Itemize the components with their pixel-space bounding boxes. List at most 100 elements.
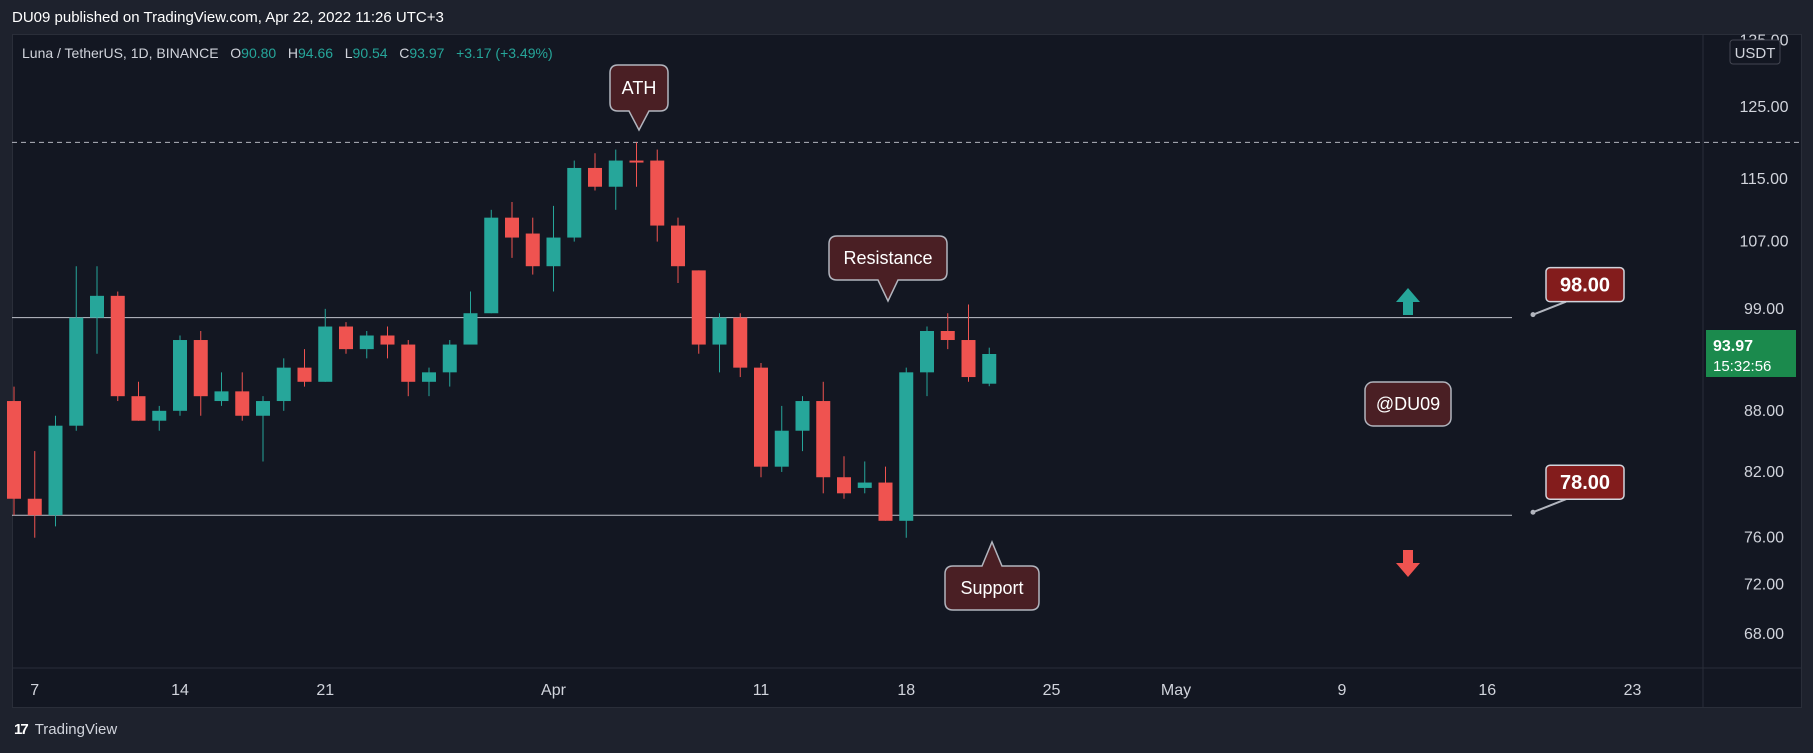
countdown-timer: 15:32:56: [1713, 358, 1771, 375]
time-tick-label: 18: [897, 682, 915, 699]
support-callout-text: Support: [960, 578, 1023, 598]
high-label: H: [287, 45, 299, 61]
resistance-price-label: 98.00: [1530, 266, 1625, 318]
price-tick-label: 88.00: [1744, 403, 1784, 420]
candle-body: [214, 391, 229, 402]
resistance-price-label-leader: [1532, 300, 1567, 316]
current-price-value: 93.97: [1713, 338, 1753, 355]
symbol-label: Luna / TetherUS, 1D, BINANCE: [22, 45, 219, 61]
candle-body: [608, 160, 623, 187]
price-tick-label: 107.00: [1740, 234, 1789, 251]
candle-body: [297, 367, 312, 382]
candle-body: [691, 270, 706, 345]
candle-body: [878, 482, 893, 521]
support-price-label: 78.00: [1530, 464, 1625, 515]
price-tick-label: 115.00: [1740, 171, 1788, 188]
time-tick-label: 25: [1043, 682, 1061, 699]
candle-body: [152, 410, 167, 421]
up-arrow-icon: [1396, 288, 1420, 315]
candle-body: [359, 335, 374, 350]
candle-body: [131, 396, 146, 421]
resistance-callout: Resistance: [828, 235, 948, 303]
symbol-legend: Luna / TetherUS, 1D, BINANCE O90.80 H94.…: [22, 45, 553, 61]
candle-body: [7, 401, 21, 499]
candle-body: [235, 391, 250, 416]
time-tick-label: 16: [1478, 682, 1496, 699]
candle-body: [193, 340, 208, 397]
candle-body: [650, 160, 665, 226]
ath-callout: ATH: [609, 64, 669, 132]
candle-body: [857, 482, 872, 488]
ath-callout-shape: [609, 64, 669, 132]
support-price-label-dot: [1530, 509, 1536, 515]
candle-body: [961, 340, 976, 378]
time-tick-label: 14: [171, 682, 189, 699]
price-tick-label: 99.00: [1744, 301, 1784, 318]
candle-body: [525, 233, 540, 267]
support-price-label-box: [1545, 464, 1625, 500]
candle-body: [816, 401, 831, 478]
candle-body: [733, 317, 748, 368]
time-tick-label: 9: [1338, 682, 1347, 699]
candle-body: [982, 353, 997, 384]
low-label: L: [344, 45, 353, 61]
price-tick-label: 72.00: [1744, 577, 1784, 594]
candle-body: [318, 326, 333, 382]
resistance-price-label-box: [1545, 266, 1625, 303]
candle-body: [90, 295, 104, 318]
candle-body: [422, 372, 436, 382]
close-value: 93.97: [409, 45, 445, 61]
tradingview-brand: TradingView: [34, 721, 118, 738]
candle-body: [27, 498, 42, 516]
up-arrow-shape: [1396, 288, 1420, 315]
candle-body: [173, 340, 187, 411]
candle-body: [795, 401, 810, 431]
candle-body: [899, 372, 914, 521]
candle-body: [588, 167, 602, 187]
down-arrow-shape: [1396, 550, 1420, 577]
time-tick-label: 21: [316, 682, 334, 699]
price-tick-label: 76.00: [1744, 530, 1784, 547]
candle-body: [442, 344, 457, 373]
candle-body: [505, 217, 519, 238]
candle-body: [69, 317, 84, 426]
candle-body: [774, 430, 789, 467]
support-callout-shape: [944, 540, 1040, 611]
candle-body: [629, 160, 644, 163]
change-value: +3.17 (+3.49%): [456, 45, 553, 61]
high-value: 94.66: [298, 45, 334, 61]
candle-body: [484, 217, 499, 314]
candle-body: [837, 477, 851, 494]
resistance-callout-text: Resistance: [843, 248, 932, 268]
candle-body: [339, 326, 353, 350]
candle-body: [401, 344, 416, 382]
candle-body: [463, 313, 478, 345]
time-tick-label: 11: [753, 682, 770, 699]
resistance-price-label-text: 98.00: [1560, 275, 1610, 297]
candle-body: [380, 335, 395, 345]
candle-body: [48, 425, 63, 516]
close-label: C: [399, 45, 410, 61]
support-price-label-leader: [1532, 498, 1567, 514]
price-tick-label: 68.00: [1744, 626, 1784, 643]
tradingview-footer: 17 TradingView: [14, 721, 117, 738]
watermark-callout: @DU09: [1364, 381, 1452, 427]
time-tick-label: 23: [1624, 682, 1642, 699]
open-value: 90.80: [241, 45, 277, 61]
price-tick-label: 82.00: [1744, 464, 1784, 481]
resistance-price-label-dot: [1530, 312, 1536, 318]
candle-body: [940, 330, 955, 341]
support-price-label-text: 78.00: [1560, 472, 1610, 494]
time-tick-label: Apr: [541, 682, 567, 699]
open-label: O: [230, 45, 242, 61]
low-value: 90.54: [352, 45, 388, 61]
time-tick-label: 7: [30, 682, 39, 699]
watermark-text: @DU09: [1376, 394, 1440, 414]
candle-body: [920, 330, 934, 373]
support-callout: Support: [944, 540, 1040, 611]
current-price-tag: [1706, 329, 1796, 377]
time-tick-label: May: [1161, 682, 1191, 699]
candle-body: [110, 295, 125, 397]
candle-body: [546, 237, 561, 267]
